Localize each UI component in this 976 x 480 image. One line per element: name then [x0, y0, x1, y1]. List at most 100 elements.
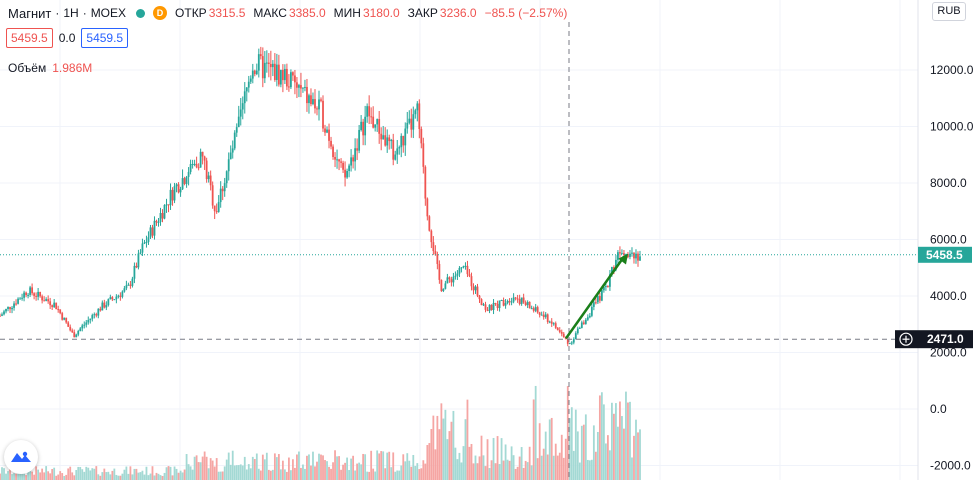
volume-bar	[564, 438, 567, 480]
candle-body	[0, 315, 1, 317]
volume-bar	[107, 471, 110, 480]
candle-body	[203, 156, 206, 161]
candle-body	[526, 302, 529, 306]
candle-body	[7, 306, 9, 309]
candle-body	[362, 121, 365, 136]
candle-body	[424, 166, 427, 199]
candle-body	[15, 303, 17, 305]
candle-body	[476, 286, 479, 296]
volume-bar	[47, 471, 50, 480]
dividend-badge[interactable]: D	[153, 6, 168, 20]
volume-bar	[380, 451, 383, 480]
price-tick-label: 4000.0	[930, 289, 967, 303]
sell-button[interactable]: 5459.5	[6, 28, 53, 48]
candle-body	[454, 275, 457, 277]
candle-body	[508, 301, 511, 303]
volume-bar	[73, 475, 76, 480]
volume-bar	[534, 385, 537, 480]
volume-bar	[201, 456, 204, 480]
candle-body	[292, 72, 294, 76]
candle-body	[538, 312, 541, 315]
volume-bar	[374, 471, 377, 480]
buy-button[interactable]: 5459.5	[81, 28, 129, 48]
volume-bar	[37, 469, 40, 480]
candle-body	[426, 198, 429, 217]
high-value: 3385.0	[288, 6, 326, 20]
volume-bar	[384, 468, 387, 480]
volume-bar	[310, 465, 312, 480]
volume-bar	[53, 467, 56, 480]
volume-bar	[235, 465, 238, 480]
candle-body	[410, 118, 413, 130]
candle-body	[129, 284, 132, 286]
volume-bar	[498, 464, 501, 480]
volume-bar	[219, 471, 222, 480]
volume-bar	[442, 418, 445, 480]
candle-body	[542, 314, 545, 318]
volume-bar	[621, 416, 623, 480]
volume-bar	[572, 450, 575, 480]
volume-bars	[0, 385, 641, 480]
candle-body	[396, 148, 399, 155]
currency-button[interactable]: RUB	[932, 2, 966, 21]
tradingview-logo-icon[interactable]	[4, 440, 38, 474]
symbol-name[interactable]: Магнит	[8, 5, 52, 21]
volume-bar	[352, 455, 355, 480]
candle-body	[131, 278, 134, 286]
candle-body	[412, 114, 415, 130]
volume-bar	[625, 391, 627, 480]
volume-bar	[637, 432, 639, 480]
volume-bar	[111, 470, 114, 480]
volume-bar	[283, 469, 286, 480]
candle-body	[67, 322, 70, 327]
candle-body	[245, 87, 248, 92]
candle-body	[13, 303, 15, 308]
candle-body	[625, 254, 627, 256]
candle-body	[267, 62, 270, 65]
candle-body	[364, 116, 367, 136]
candle-body	[516, 298, 519, 300]
volume-bar	[217, 471, 220, 480]
volume-bar	[554, 443, 557, 480]
volume-bar	[440, 403, 443, 480]
low-label: МИН	[333, 6, 361, 20]
candle-body	[59, 309, 62, 314]
volume-bar	[101, 472, 104, 480]
candle-body	[609, 274, 611, 287]
candle-body	[572, 339, 575, 343]
volume-bar	[298, 451, 300, 480]
volume-bar	[544, 431, 547, 480]
candle-body	[594, 302, 597, 304]
volume-bar	[257, 468, 260, 480]
volume-bar	[611, 402, 613, 480]
candle-body	[217, 202, 220, 212]
candle-body	[326, 129, 328, 133]
volume-bar	[231, 450, 234, 480]
candle-body	[590, 306, 593, 316]
market-status-icon[interactable]	[136, 8, 146, 18]
volume-bar	[290, 470, 292, 480]
candle-body	[352, 157, 355, 162]
candle-body	[255, 70, 258, 75]
volume-bar	[23, 469, 25, 480]
candle-body	[428, 216, 431, 231]
volume-bar	[9, 466, 11, 480]
interval-label[interactable]: 1H	[63, 6, 79, 20]
volume-bar	[149, 473, 152, 480]
volume-bar	[17, 468, 19, 480]
volume-bar	[609, 450, 611, 480]
volume-bar	[151, 466, 154, 480]
price-axis[interactable]: 12000.0 10000.0 8000.0 6000.0 4000.0 2000.0 0.…	[895, 0, 974, 480]
volume-bar	[203, 451, 206, 480]
candle-body	[384, 135, 387, 146]
candle-body	[163, 205, 166, 219]
candle-body	[69, 326, 72, 331]
candle-body	[584, 319, 587, 324]
candle-body	[530, 308, 533, 310]
candle-body	[446, 277, 449, 284]
volume-bar	[450, 421, 453, 480]
candle-body	[408, 118, 411, 123]
candle-body	[394, 154, 397, 160]
candle-body	[502, 300, 505, 306]
